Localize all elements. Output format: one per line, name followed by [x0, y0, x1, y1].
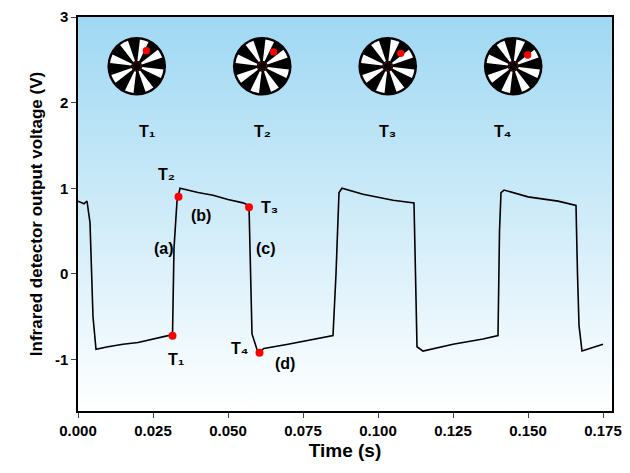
svg-text:T₄: T₄	[231, 340, 248, 357]
svg-text:Infrared detector output volta: Infrared detector output voltage (V)	[27, 72, 46, 356]
svg-text:0.175: 0.175	[584, 422, 622, 439]
svg-text:(d): (d)	[275, 355, 295, 372]
svg-text:0.000: 0.000	[59, 422, 97, 439]
svg-text:2: 2	[60, 94, 68, 111]
svg-text:T₁: T₁	[168, 351, 185, 368]
svg-text:T₃: T₃	[379, 123, 396, 140]
svg-text:Time (s): Time (s)	[309, 440, 382, 461]
svg-text:T₂: T₂	[254, 123, 271, 140]
svg-text:-1: -1	[55, 351, 68, 368]
svg-text:0: 0	[60, 265, 68, 282]
svg-text:(a): (a)	[154, 240, 174, 257]
svg-text:0.150: 0.150	[509, 422, 547, 439]
svg-text:0.075: 0.075	[284, 422, 322, 439]
svg-text:0.050: 0.050	[209, 422, 247, 439]
svg-text:0.125: 0.125	[434, 422, 472, 439]
svg-text:0.025: 0.025	[134, 422, 172, 439]
svg-text:T₄: T₄	[494, 123, 511, 140]
svg-text:(b): (b)	[191, 207, 211, 224]
svg-text:T₁: T₁	[139, 123, 156, 140]
svg-text:1: 1	[60, 180, 68, 197]
svg-text:0.100: 0.100	[359, 422, 397, 439]
svg-text:T₂: T₂	[158, 166, 175, 183]
svg-text:T₃: T₃	[261, 199, 278, 216]
svg-text:(c): (c)	[256, 240, 276, 257]
svg-text:3: 3	[60, 8, 68, 25]
